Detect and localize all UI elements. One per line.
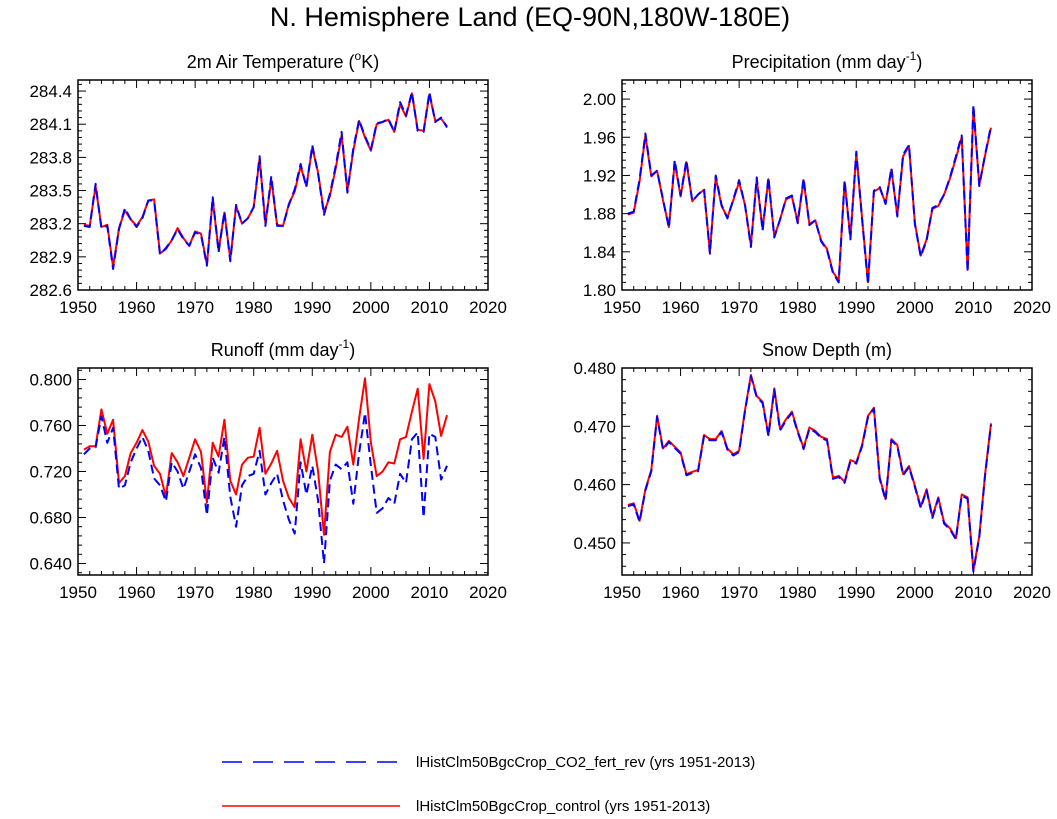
y-tick-label: 283.5 — [29, 182, 72, 201]
series-line-1 — [627, 374, 992, 572]
panel-title-text: Snow Depth (m) — [762, 340, 892, 360]
y-tick-label: 284.4 — [29, 82, 72, 101]
chart-panel-1: 2m Air Temperature (oK) 1950 1960 1970 1980 1… — [29, 49, 506, 317]
panel-title: Snow Depth (m) — [762, 340, 892, 360]
legend-label-2: lHistClm50BgcCrop_control (yrs 1951-2013… — [416, 798, 710, 815]
x-tick-label: 1970 — [720, 298, 758, 317]
x-tick-label: 1970 — [176, 583, 214, 602]
series-line-2 — [83, 411, 448, 565]
series-group — [627, 374, 992, 573]
plot-frame — [621, 367, 1033, 576]
x-tick-label: 2000 — [896, 583, 934, 602]
y-tick-label: 282.9 — [29, 248, 72, 267]
x-tick-label: 1950 — [603, 583, 641, 602]
series-line-2 — [83, 91, 448, 270]
series-line-1 — [627, 107, 992, 284]
panel-title-superscript: -1 — [339, 337, 350, 351]
y-tick-label: 1.80 — [583, 281, 616, 300]
x-tick-label: 1990 — [293, 298, 331, 317]
x-tick-label: 2020 — [469, 583, 507, 602]
y-tick-label: 0.800 — [29, 371, 72, 390]
y-tick-label: 0.760 — [29, 417, 72, 436]
x-tick-label: 2020 — [1013, 298, 1051, 317]
x-tick-label: 1980 — [235, 298, 273, 317]
chart-panel-2: Precipitation (mm day-1) 1950 1960 1970 1980… — [583, 49, 1051, 317]
panel-title-text: Runoff (mm day — [211, 340, 339, 360]
series-line-2 — [627, 375, 992, 573]
legend-label-1: lHistClm50BgcCrop_CO2_fert_rev (yrs 1951… — [416, 754, 755, 771]
x-tick-label: 2010 — [955, 583, 993, 602]
panel-title: Runoff (mm day-1) — [211, 337, 355, 360]
x-tick-label: 2010 — [955, 298, 993, 317]
x-tick-label: 1950 — [59, 583, 97, 602]
series-group — [83, 91, 448, 270]
y-tick-label: 1.96 — [583, 128, 616, 147]
panel-title: Precipitation (mm day-1) — [732, 49, 923, 72]
x-tick-label: 1960 — [662, 583, 700, 602]
panel-title-text-end: ) — [916, 52, 922, 72]
y-tick-label: 284.1 — [29, 115, 72, 134]
y-tick-label: 283.8 — [29, 148, 72, 167]
y-tick-label: 282.6 — [29, 281, 72, 300]
panel-title-text: 2m Air Temperature ( — [187, 52, 355, 72]
x-tick-label: 1950 — [59, 298, 97, 317]
x-tick-label: 1950 — [603, 298, 641, 317]
x-tick-label: 1990 — [293, 583, 331, 602]
x-tick-label: 2000 — [352, 298, 390, 317]
panel-title-text-end: ) — [349, 340, 355, 360]
legend: lHistClm50BgcCrop_CO2_fert_rev (yrs 1951… — [222, 754, 755, 815]
x-tick-label: 1980 — [779, 583, 817, 602]
y-tick-label: 1.88 — [583, 205, 616, 224]
plot-frame — [77, 79, 489, 291]
y-tick-label: 2.00 — [583, 90, 616, 109]
y-tick-label: 0.450 — [573, 534, 616, 553]
series-line-1 — [83, 377, 448, 536]
x-tick-label: 1980 — [779, 298, 817, 317]
x-tick-label: 2020 — [1013, 583, 1051, 602]
x-tick-label: 1990 — [837, 298, 875, 317]
chart-panel-3: Runoff (mm day-1) 1950 1960 1970 1980 1990 200… — [29, 337, 506, 602]
plot-frame — [621, 79, 1033, 291]
series-line-2 — [627, 103, 992, 286]
x-tick-label: 1980 — [235, 583, 273, 602]
x-tick-label: 2000 — [896, 298, 934, 317]
y-tick-label: 0.470 — [573, 417, 616, 436]
chart-panels: 2m Air Temperature (oK) 1950 1960 1970 1980 1… — [29, 49, 1050, 602]
series-group — [627, 103, 992, 286]
panel-title-superscript: o — [355, 49, 362, 63]
x-tick-label: 1990 — [837, 583, 875, 602]
y-tick-label: 0.480 — [573, 359, 616, 378]
x-tick-label: 1960 — [118, 298, 156, 317]
y-tick-label: 0.640 — [29, 555, 72, 574]
y-tick-label: 1.92 — [583, 166, 616, 185]
x-tick-label: 1970 — [720, 583, 758, 602]
x-tick-label: 2000 — [352, 583, 390, 602]
figure-title: N. Hemisphere Land (EQ-90N,180W-180E) — [270, 2, 790, 32]
y-tick-label: 0.680 — [29, 509, 72, 528]
panel-title-text: Precipitation (mm day — [732, 52, 906, 72]
y-tick-label: 0.460 — [573, 476, 616, 495]
x-tick-label: 1960 — [118, 583, 156, 602]
panel-title: 2m Air Temperature (oK) — [187, 49, 379, 72]
panel-title-text-end: K) — [361, 52, 379, 72]
panel-title-superscript: -1 — [906, 49, 917, 63]
y-tick-label: 1.84 — [583, 243, 616, 262]
chart-panel-4: Snow Depth (m) 1950 1960 1970 1980 1990 2000 20… — [573, 340, 1050, 602]
x-tick-label: 2020 — [469, 298, 507, 317]
y-tick-label: 0.720 — [29, 463, 72, 482]
x-tick-label: 2010 — [411, 298, 449, 317]
y-tick-label: 283.2 — [29, 215, 72, 234]
x-tick-label: 1970 — [176, 298, 214, 317]
series-group — [83, 377, 448, 565]
series-line-1 — [83, 92, 448, 268]
x-tick-label: 1960 — [662, 298, 700, 317]
x-tick-label: 2010 — [411, 583, 449, 602]
